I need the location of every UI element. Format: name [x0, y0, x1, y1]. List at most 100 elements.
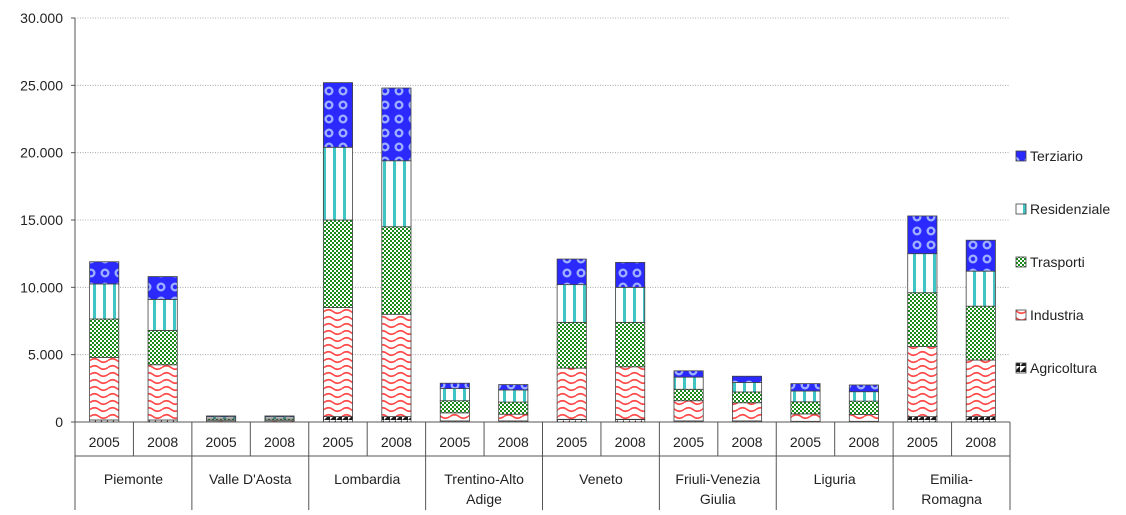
legend-label-terziario: Terziario	[1030, 148, 1083, 164]
bar-segment-residenziale	[381, 160, 412, 228]
bar-segment-terziario	[381, 87, 412, 162]
bar-segment-industria	[732, 402, 763, 422]
bar-segment-trasporti	[848, 400, 879, 415]
x-tick-label: 2008	[264, 434, 295, 450]
bar-segment-trasporti	[439, 400, 470, 414]
bar-segment-terziario	[556, 258, 587, 286]
bar-segment-residenziale	[322, 146, 353, 221]
bar-segment-industria	[381, 313, 412, 418]
legend-label-residenziale: Residenziale	[1030, 201, 1110, 217]
bar-segment-trasporti	[147, 330, 178, 366]
bar-segment-industria	[965, 359, 996, 418]
x-tick-label: 2008	[498, 434, 529, 450]
bar-segment-residenziale	[556, 284, 587, 323]
bar-segment-residenziale	[147, 299, 178, 331]
bar-segment-trasporti	[732, 391, 763, 404]
region-label: Piemonte	[104, 471, 163, 487]
bar-segment-terziario	[907, 215, 938, 255]
bar-segment-agricoltura	[907, 416, 938, 423]
y-tick-label: 20.000	[20, 145, 63, 161]
bar-segment-industria	[439, 412, 470, 422]
bar-segment-residenziale	[89, 283, 120, 320]
bar-segment-trasporti	[965, 305, 996, 361]
region-label: Giulia	[700, 491, 736, 507]
bar-segment-residenziale	[965, 270, 996, 307]
bar-segment-trasporti	[556, 321, 587, 369]
axes: 0 5.000 10.000 15.000 20.000 25.000 30.000 2005…	[20, 10, 1011, 510]
x-tick-label: 2008	[615, 434, 646, 450]
bar-segment-industria	[673, 400, 704, 422]
legend-label-trasporti: Trasporti	[1030, 254, 1085, 270]
x-tick-label: 2005	[322, 434, 353, 450]
bar-segment-industria	[498, 413, 529, 422]
legend-swatch-trasporti	[1015, 256, 1027, 268]
bar-segment-agricoltura	[965, 416, 996, 423]
bar-segment-industria	[89, 356, 120, 421]
bar-segment-terziario	[322, 82, 353, 148]
legend-label-agricoltura: Agricoltura	[1030, 360, 1097, 376]
bar-segment-terziario	[790, 383, 821, 392]
bar-segment-residenziale	[439, 388, 470, 402]
legend-swatch-residenziale	[1015, 203, 1027, 215]
bar-segment-trasporti	[381, 226, 412, 315]
bar-segment-terziario	[206, 415, 237, 418]
region-label: Veneto	[579, 471, 623, 487]
legend-swatch-agricoltura	[1015, 362, 1027, 374]
bar-segment-industria	[615, 366, 646, 420]
x-tick-label: 2008	[731, 434, 762, 450]
bar-segment-industria	[790, 413, 821, 422]
bar-segment-terziario	[264, 415, 295, 418]
bar-segment-terziario	[732, 375, 763, 383]
bar-segment-residenziale	[615, 286, 646, 323]
x-tick-label: 2005	[89, 434, 120, 450]
x-tick-label: 2005	[439, 434, 470, 450]
legend-swatch-terziario	[1015, 150, 1027, 162]
region-label: Liguria	[814, 471, 856, 487]
bar-segment-residenziale	[673, 376, 704, 390]
bar-segment-industria	[322, 307, 353, 418]
x-tick-label: 2008	[147, 434, 178, 450]
bar-segment-trasporti	[673, 388, 704, 402]
y-tick-label: 0	[55, 414, 63, 430]
gridlines	[75, 17, 1010, 356]
bar-segment-terziario	[498, 384, 529, 391]
x-tick-label: 2005	[790, 434, 821, 450]
region-label: Valle D'Aosta	[209, 471, 292, 487]
bar-segment-terziario	[848, 384, 879, 393]
bar-segment-terziario	[615, 262, 646, 288]
bar-segment-terziario	[673, 370, 704, 378]
bar-segment-industria	[556, 367, 587, 420]
y-tick-label: 15.000	[20, 212, 63, 228]
bar-segment-agricoltura	[381, 416, 412, 423]
bar-segment-trasporti	[498, 401, 529, 415]
bar-segment-agricoltura	[322, 416, 353, 423]
bar-segment-residenziale	[848, 391, 879, 402]
bar-segment-residenziale	[907, 253, 938, 294]
bar-segment-terziario	[89, 261, 120, 285]
x-tick-label: 2005	[907, 434, 938, 450]
y-tick-label: 30.000	[20, 10, 63, 26]
bar-segment-trasporti	[615, 321, 646, 368]
legend: Terziario Residenziale Trasporti Industria A…	[1015, 148, 1110, 376]
bar-segment-residenziale	[790, 390, 821, 403]
x-tick-label: 2008	[965, 434, 996, 450]
x-tick-label: 2005	[673, 434, 704, 450]
bar-segment-industria	[848, 414, 879, 422]
legend-label-industria: Industria	[1030, 307, 1084, 323]
region-label: Romagna	[921, 491, 982, 507]
bar-segment-terziario	[439, 382, 470, 390]
bar-segment-industria	[147, 364, 178, 421]
y-tick-label: 10.000	[20, 279, 63, 295]
region-label: Lombardia	[334, 471, 400, 487]
region-label: Trentino-Alto	[444, 471, 524, 487]
bar-segment-residenziale	[498, 389, 529, 403]
legend-swatch-industria	[1015, 309, 1027, 321]
x-tick-label: 2005	[206, 434, 237, 450]
bar-segment-terziario	[965, 239, 996, 272]
bar-segment-trasporti	[89, 318, 120, 358]
x-tick-label: 2008	[848, 434, 879, 450]
region-label: Emilia-	[930, 471, 973, 487]
bar-segment-trasporti	[790, 401, 821, 415]
